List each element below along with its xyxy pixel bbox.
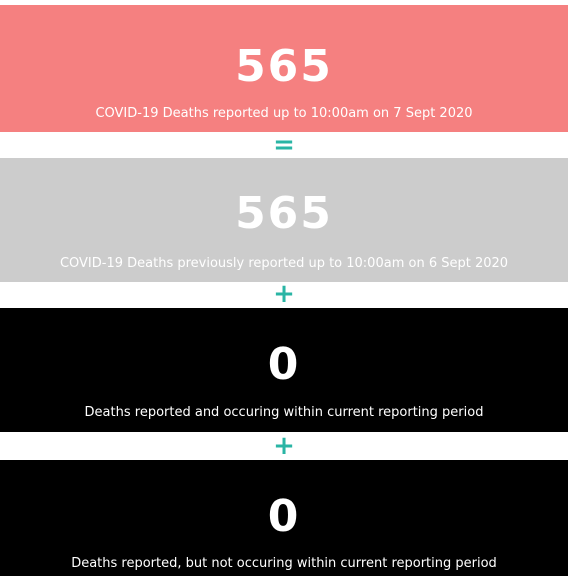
previous-card: 565 COVID-19 Deaths previously reported …	[0, 158, 568, 282]
plus-sign: +	[273, 279, 295, 309]
current-value: 565	[235, 41, 333, 92]
equals-sign: =	[273, 130, 295, 160]
outside-card: 0 Deaths reported, but not occuring with…	[0, 460, 568, 576]
previous-value: 565	[235, 188, 333, 239]
outside-caption: Deaths reported, but not occuring within…	[71, 556, 497, 571]
current-card: 565 COVID-19 Deaths reported up to 10:00…	[0, 5, 568, 132]
plus-sign: +	[273, 431, 295, 461]
within-card: 0 Deaths reported and occuring within cu…	[0, 308, 568, 432]
current-caption: COVID-19 Deaths reported up to 10:00am o…	[95, 106, 473, 121]
outside-value: 0	[267, 491, 301, 542]
within-value: 0	[267, 339, 301, 390]
previous-caption: COVID-19 Deaths previously reported up t…	[59, 256, 509, 271]
within-caption: Deaths reported and occuring within curr…	[84, 405, 484, 420]
